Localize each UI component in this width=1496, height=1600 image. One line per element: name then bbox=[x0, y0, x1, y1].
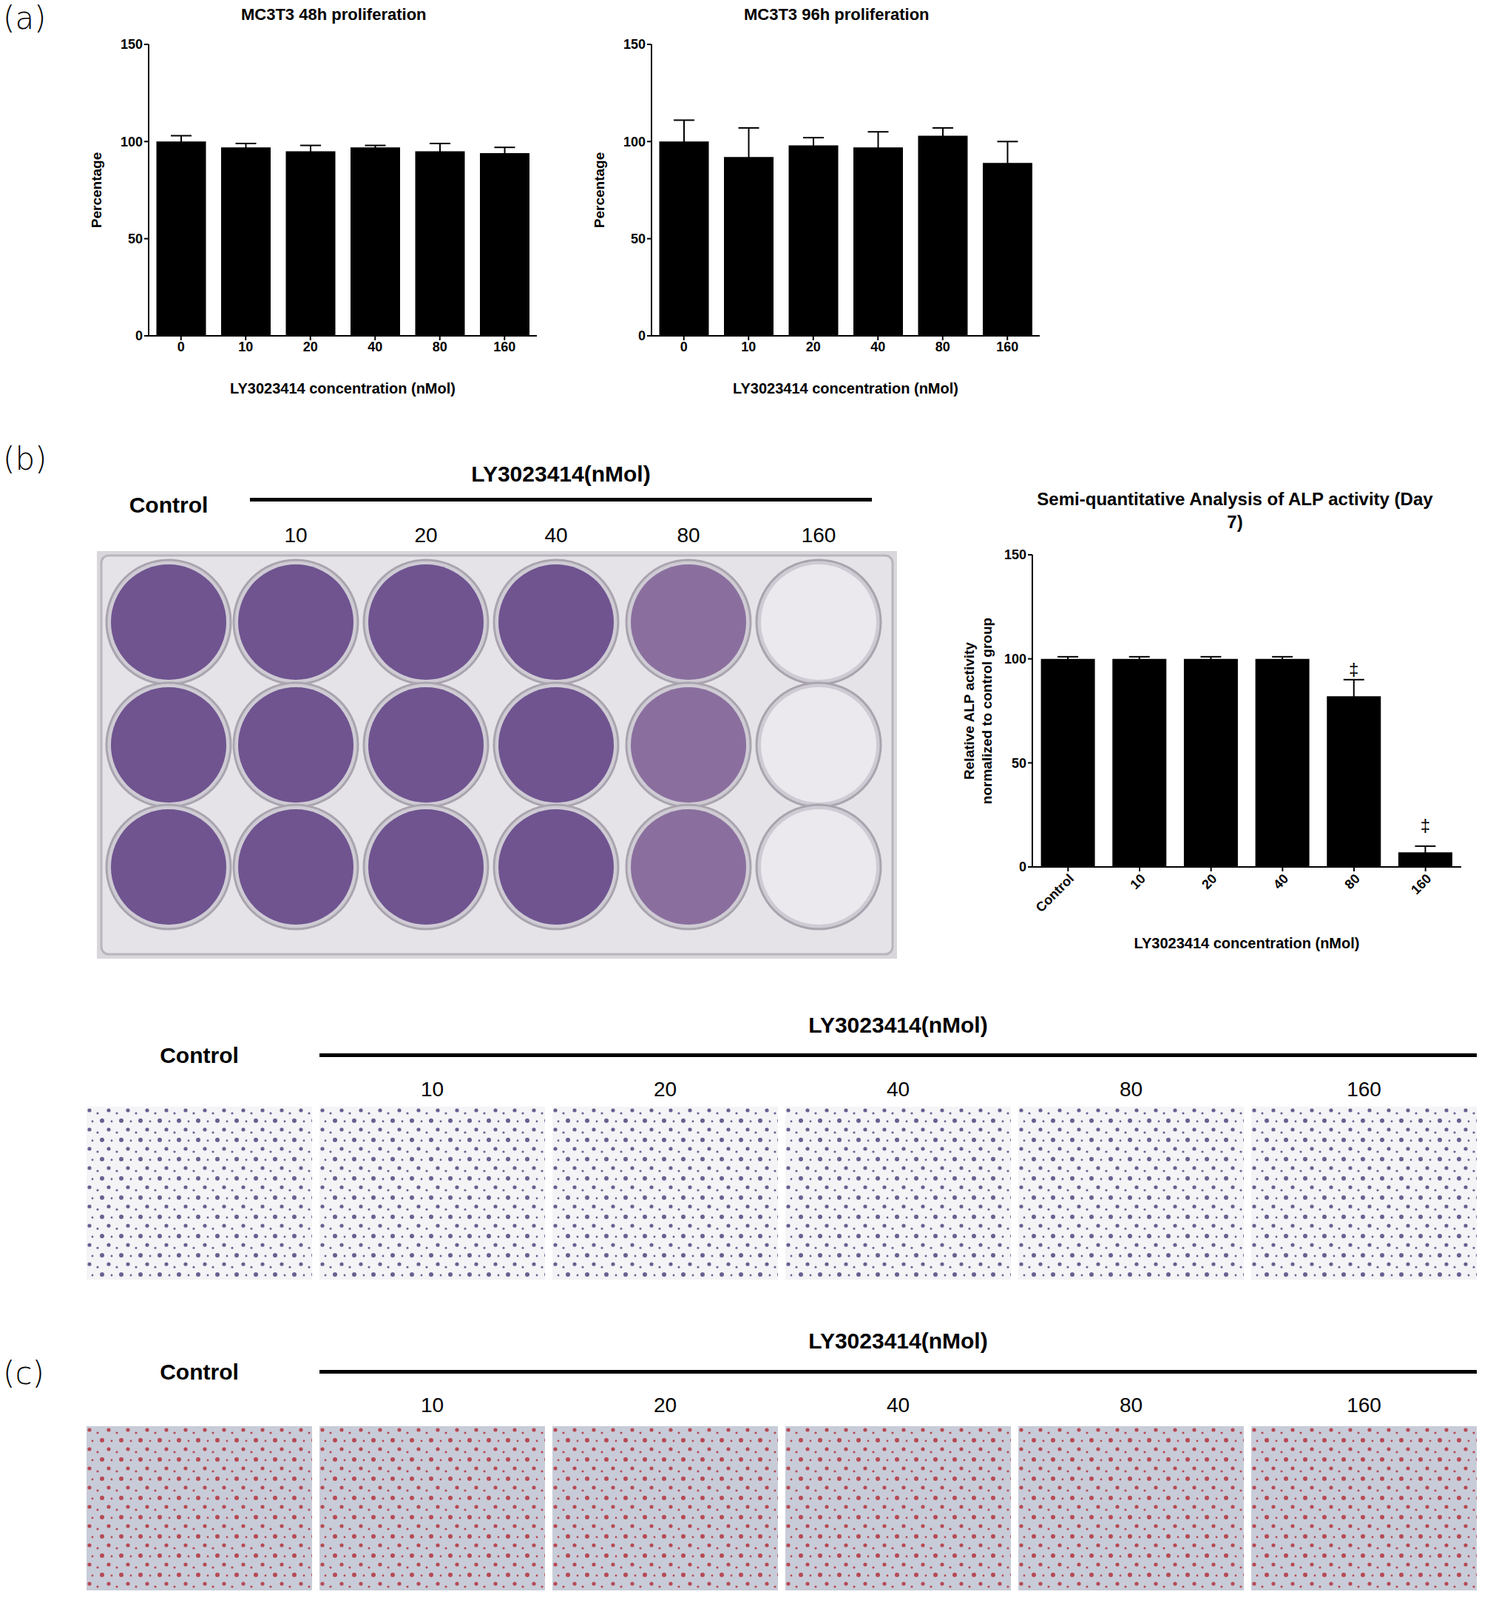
svg-text:40: 40 bbox=[870, 339, 886, 355]
html-text:Control: Control bbox=[159, 1042, 239, 1068]
html-text:MC3T3 96h proliferation: MC3T3 96h proliferation bbox=[743, 4, 930, 24]
svg-text:Percentage: Percentage bbox=[88, 152, 105, 228]
html-text:160: 160 bbox=[1346, 1393, 1382, 1417]
html-text:10: 10 bbox=[420, 1077, 444, 1101]
svg-text:0: 0 bbox=[135, 328, 143, 344]
html-text:20: 20 bbox=[653, 1393, 677, 1417]
html-text:Control: Control bbox=[159, 1359, 239, 1384]
svg-text:‡: ‡ bbox=[1348, 658, 1359, 679]
svg-text:0: 0 bbox=[680, 339, 688, 355]
svg-text:80: 80 bbox=[935, 339, 951, 355]
svg-text:50: 50 bbox=[1011, 755, 1027, 771]
html-text:Semi-quantitative Analysis of: Semi-quantitative Analysis of ALP activi… bbox=[1037, 488, 1433, 532]
svg-text:10: 10 bbox=[238, 339, 253, 355]
svg-text:LY3023414 concentration (nMol): LY3023414 concentration (nMol) bbox=[1134, 934, 1360, 951]
svg-text:80: 80 bbox=[1342, 871, 1363, 892]
html-text:80: 80 bbox=[676, 523, 701, 547]
html-text:40: 40 bbox=[544, 523, 568, 547]
svg-text:LY3023414 concentration (nMol): LY3023414 concentration (nMol) bbox=[732, 380, 959, 397]
svg-text:Relative ALP activity: Relative ALP activity bbox=[961, 641, 977, 780]
html-text:160: 160 bbox=[801, 523, 836, 547]
svg-text:150: 150 bbox=[1004, 547, 1027, 563]
svg-text:160: 160 bbox=[493, 339, 516, 355]
svg-text:0: 0 bbox=[177, 339, 185, 355]
svg-text:10: 10 bbox=[740, 339, 756, 355]
svg-text:20: 20 bbox=[303, 339, 318, 355]
svg-text:normalized to control group: normalized to control group bbox=[979, 617, 995, 804]
svg-text:Percentage: Percentage bbox=[591, 152, 608, 228]
svg-text:LY3023414 concentration (nMol): LY3023414 concentration (nMol) bbox=[229, 380, 456, 397]
html-text:(b): (b) bbox=[2, 440, 47, 477]
svg-text:50: 50 bbox=[630, 231, 646, 247]
svg-text:0: 0 bbox=[1019, 859, 1027, 875]
svg-text:50: 50 bbox=[127, 231, 143, 247]
html-text:160: 160 bbox=[1346, 1077, 1382, 1101]
svg-text:10: 10 bbox=[1127, 871, 1149, 892]
html-text:MC3T3 48h proliferation: MC3T3 48h proliferation bbox=[241, 4, 427, 24]
svg-text:80: 80 bbox=[432, 339, 448, 355]
html-text:10: 10 bbox=[284, 523, 308, 547]
html-text:80: 80 bbox=[1119, 1077, 1143, 1101]
svg-text:20: 20 bbox=[1198, 871, 1220, 892]
html-text:20: 20 bbox=[414, 523, 438, 547]
svg-text:40: 40 bbox=[367, 339, 383, 355]
html-text:LY3023414(nMol): LY3023414(nMol) bbox=[471, 461, 651, 486]
svg-text:100: 100 bbox=[1004, 651, 1027, 667]
svg-text:150: 150 bbox=[120, 36, 143, 52]
html-text:(a): (a) bbox=[2, 0, 47, 37]
html-text:80: 80 bbox=[1119, 1393, 1143, 1417]
html-text:(c): (c) bbox=[2, 1354, 45, 1391]
html-text:20: 20 bbox=[653, 1077, 677, 1101]
html-text:40: 40 bbox=[886, 1393, 910, 1417]
svg-text:160: 160 bbox=[996, 339, 1019, 355]
html-text:LY3023414(nMol): LY3023414(nMol) bbox=[808, 1012, 988, 1037]
html-text:40: 40 bbox=[886, 1077, 910, 1101]
html-text:Control: Control bbox=[129, 492, 209, 517]
html-text:10: 10 bbox=[420, 1393, 444, 1417]
svg-text:Control: Control bbox=[1033, 871, 1077, 915]
svg-text:20: 20 bbox=[806, 339, 821, 355]
svg-text:100: 100 bbox=[120, 134, 143, 150]
svg-text:0: 0 bbox=[638, 328, 646, 344]
svg-text:100: 100 bbox=[623, 134, 646, 150]
html-text:LY3023414(nMol): LY3023414(nMol) bbox=[808, 1328, 988, 1353]
svg-text:150: 150 bbox=[623, 36, 646, 52]
svg-text:‡: ‡ bbox=[1420, 814, 1431, 835]
svg-text:160: 160 bbox=[1408, 871, 1434, 898]
svg-text:40: 40 bbox=[1270, 871, 1292, 892]
